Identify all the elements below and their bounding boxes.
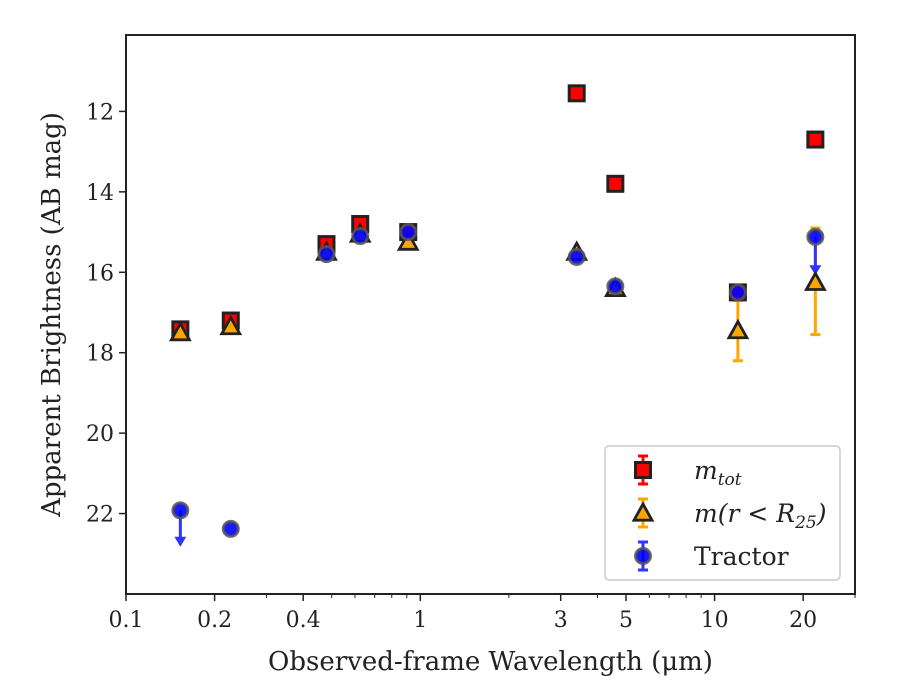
- y-tick-label: 18: [86, 342, 114, 367]
- x-tick-label: 3: [554, 608, 568, 633]
- legend-mtot-label: mtot: [694, 456, 742, 490]
- x-tick-label: 0.1: [109, 608, 144, 633]
- x-tick-label: 0.2: [197, 608, 232, 633]
- legend-r25-marker: [631, 501, 655, 522]
- legend: mtot m(r < R25) Tractor: [604, 445, 841, 581]
- y-tick-label: 22: [86, 503, 114, 528]
- legend-tractor-marker: [634, 547, 652, 565]
- tractor-point: [221, 519, 240, 538]
- mtot-point: [806, 130, 825, 149]
- r25-point: [726, 318, 750, 340]
- tractor-point: [171, 501, 190, 520]
- tractor-point: [728, 283, 747, 302]
- tractor-point: [606, 277, 625, 296]
- r25-point: [803, 270, 827, 291]
- plot-frame: [125, 34, 856, 595]
- legend-box: [604, 445, 841, 581]
- mtot-point: [567, 84, 586, 103]
- r25-point: [168, 320, 192, 342]
- r25-point: [396, 230, 420, 251]
- y-axis-label: Apparent Brightness (AB mag): [37, 112, 67, 518]
- x-tick-label: 10: [701, 608, 729, 633]
- legend-tractor-label: Tractor: [694, 542, 789, 571]
- x-axis-label: Observed-frame Wavelength (μm): [268, 647, 713, 677]
- tractor-point: [567, 247, 586, 266]
- tractor-point: [317, 245, 336, 264]
- y-tick-label: 16: [86, 261, 114, 286]
- x-tick-label: 5: [619, 608, 633, 633]
- tractor-limit-arrow: [174, 536, 187, 547]
- y-tick-label: 20: [86, 422, 114, 447]
- plot-area: 0.1 0.2 0.4 1 3 5 10 20 12 14 16 18 20 22: [86, 34, 856, 633]
- y-tick-label: 12: [86, 100, 114, 125]
- tractor-point: [806, 227, 825, 246]
- tractor-point: [351, 227, 370, 246]
- legend-mtot-marker: [634, 461, 652, 479]
- y-tick-label: 14: [86, 181, 114, 206]
- mtot-point: [606, 174, 625, 193]
- legend-r25-label: m(r < R25): [694, 499, 826, 533]
- tractor-point: [399, 223, 418, 242]
- x-tick-label: 1: [413, 608, 427, 633]
- x-tick-label: 20: [789, 608, 817, 633]
- r25-point: [219, 314, 243, 336]
- tractor-limit-arrow: [809, 265, 822, 276]
- x-tick-label: 0.4: [286, 608, 321, 633]
